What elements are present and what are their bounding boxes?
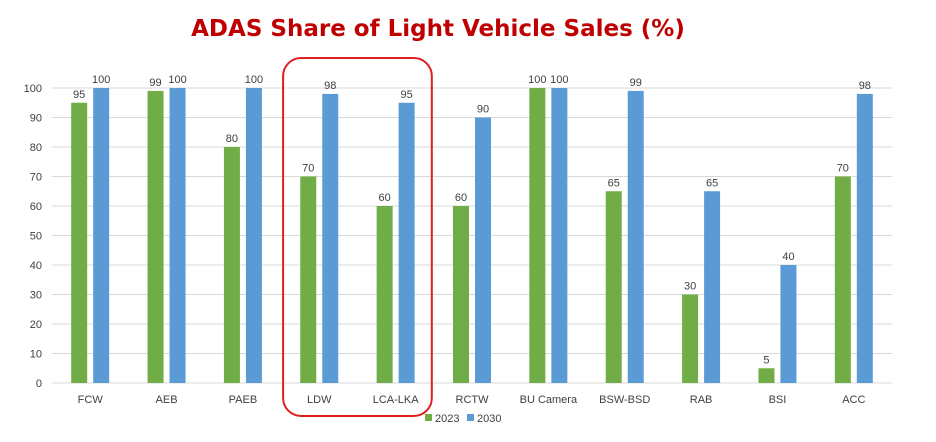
y-tick-label: 30 — [30, 290, 42, 302]
bar-2023-ldw — [300, 176, 317, 383]
chart-title: ADAS Share of Light Vehicle Sales (%) — [191, 16, 685, 42]
bar-2030-paeb — [245, 88, 262, 383]
legend-swatch-2023 — [425, 414, 432, 421]
bar-2030-acc — [856, 93, 873, 384]
data-label: 100 — [550, 74, 568, 86]
x-tick-label: LDW — [307, 394, 332, 406]
y-tick-label: 10 — [30, 349, 42, 361]
data-label: 70 — [837, 163, 849, 175]
data-label: 40 — [782, 251, 794, 263]
data-label: 60 — [379, 192, 391, 204]
x-tick-label: LCA-LKA — [373, 394, 420, 406]
y-tick-label: 50 — [30, 231, 42, 243]
bar-2023-bsw-bsd — [605, 191, 622, 383]
y-tick-label: 90 — [30, 113, 42, 125]
data-label: 98 — [324, 80, 336, 92]
x-tick-label: RAB — [690, 394, 713, 406]
bar-2030-lca-lka — [398, 102, 415, 383]
y-tick-label: 70 — [30, 172, 42, 184]
bar-2023-lca-lka — [376, 206, 393, 383]
y-tick-label: 80 — [30, 142, 42, 154]
bar-2030-bu-camera — [551, 88, 568, 383]
x-tick-label: ACC — [842, 394, 865, 406]
bar-2023-rctw — [453, 206, 469, 383]
data-label: 65 — [608, 177, 620, 189]
data-label: 100 — [92, 74, 110, 86]
x-tick-label: AEB — [156, 394, 178, 406]
y-tick-label: 100 — [24, 83, 42, 95]
x-tick-label: PAEB — [229, 394, 258, 406]
data-label: 98 — [859, 80, 871, 92]
data-label: 95 — [73, 89, 85, 101]
data-label: 99 — [149, 77, 161, 89]
y-tick-label: 60 — [30, 201, 42, 213]
bar-2030-bsi — [780, 265, 797, 383]
y-tick-label: 0 — [36, 378, 42, 390]
x-tick-label: BSW-BSD — [599, 394, 650, 406]
bar-2030-aeb — [169, 88, 186, 383]
bar-2023-aeb — [147, 90, 164, 383]
bar-2023-fcw — [71, 102, 88, 383]
legend-swatch-2030 — [467, 414, 474, 421]
bar-2030-bsw-bsd — [627, 90, 644, 383]
x-tick-label: RCTW — [456, 394, 490, 406]
highlight-box — [282, 57, 433, 417]
data-label: 100 — [168, 74, 186, 86]
x-tick-label: FCW — [78, 394, 104, 406]
data-label: 100 — [245, 74, 263, 86]
data-label: 100 — [528, 74, 546, 86]
x-tick-label: BU Camera — [520, 394, 578, 406]
data-label: 80 — [226, 133, 238, 145]
bar-2030-fcw — [93, 88, 110, 383]
y-tick-label: 40 — [30, 260, 42, 272]
bar-2023-paeb — [223, 147, 240, 383]
y-tick-label: 20 — [30, 319, 42, 331]
bar-2030-rctw — [475, 117, 491, 383]
legend-label-2023: 2023 — [435, 413, 459, 425]
data-label: 5 — [763, 354, 769, 366]
bar-2023-bu-camera — [529, 88, 546, 383]
data-label: 30 — [684, 281, 696, 293]
data-label: 99 — [630, 77, 642, 89]
data-label: 60 — [455, 192, 467, 204]
data-label: 90 — [477, 104, 489, 116]
bar-2023-rab — [682, 294, 699, 383]
bar-2030-rab — [704, 191, 721, 383]
bar-2023-bsi — [758, 368, 775, 383]
data-label: 95 — [401, 89, 413, 101]
legend-label-2030: 2030 — [477, 413, 501, 425]
data-label: 70 — [302, 163, 314, 175]
x-tick-label: BSI — [769, 394, 787, 406]
bar-2030-ldw — [322, 93, 339, 384]
bar-2023-acc — [834, 176, 851, 383]
data-label: 65 — [706, 177, 718, 189]
